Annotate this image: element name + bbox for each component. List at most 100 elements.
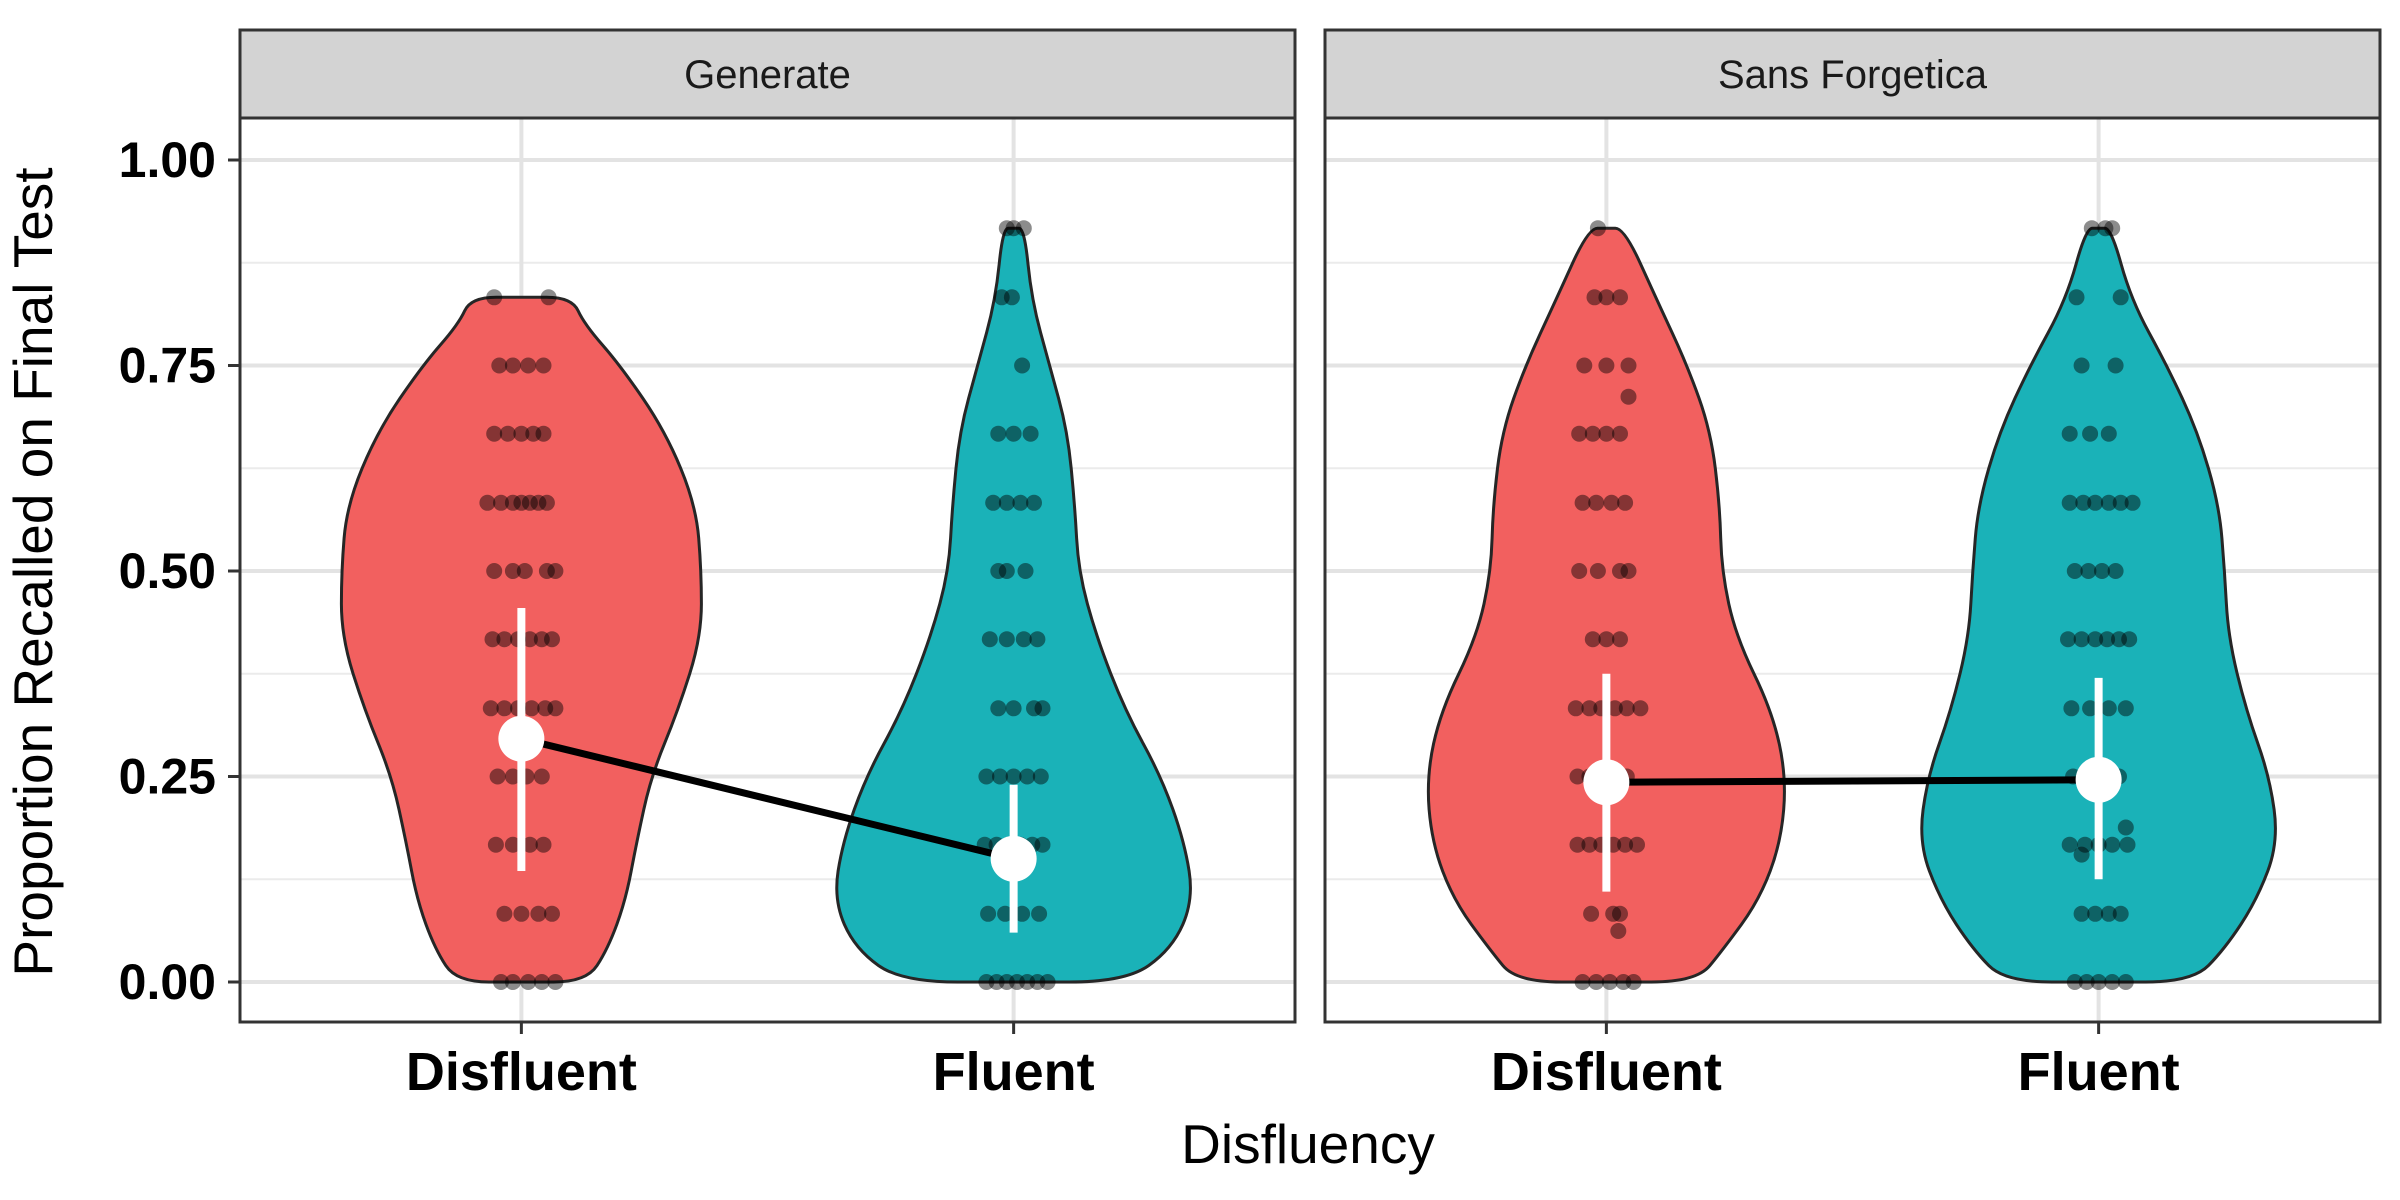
data-point <box>547 700 564 717</box>
data-point <box>533 631 550 648</box>
data-point <box>1569 768 1586 785</box>
data-point <box>2087 631 2104 648</box>
data-point <box>1019 974 1036 990</box>
data-point <box>998 220 1015 237</box>
data-point <box>523 700 540 717</box>
data-point <box>513 905 530 922</box>
data-point <box>1601 974 1618 990</box>
data-point <box>985 494 1002 511</box>
data-point <box>486 563 503 579</box>
data-point <box>544 631 560 648</box>
data-point <box>520 357 537 374</box>
data-point <box>1029 631 1046 648</box>
data-point <box>1005 425 1022 442</box>
data-point <box>1039 974 1056 990</box>
data-point <box>2061 836 2078 853</box>
data-point <box>1632 700 1649 717</box>
data-point <box>489 768 506 785</box>
data-point <box>2075 494 2092 511</box>
data-point <box>1005 700 1022 717</box>
data-point <box>547 974 564 990</box>
data-point <box>544 905 560 922</box>
data-point <box>2068 289 2085 306</box>
data-point <box>1610 923 1627 939</box>
data-point <box>1581 700 1598 717</box>
violin-fluent <box>835 226 1192 984</box>
data-point <box>2073 631 2090 648</box>
data-point <box>1617 494 1634 511</box>
data-point <box>2063 700 2080 717</box>
data-point <box>487 836 504 853</box>
data-point <box>513 425 530 442</box>
data-point <box>486 289 503 306</box>
data-point <box>1589 563 1606 579</box>
data-point <box>504 836 521 853</box>
x-tick-label: Fluent <box>2018 1042 2180 1102</box>
data-point <box>504 357 521 374</box>
data-point <box>533 768 550 785</box>
data-point <box>2100 494 2117 511</box>
data-point <box>538 563 555 579</box>
data-point <box>2087 494 2104 511</box>
data-point <box>1029 974 1046 990</box>
data-point <box>504 494 521 511</box>
data-point <box>1571 425 1588 442</box>
data-point <box>2117 974 2134 990</box>
data-point <box>521 836 538 853</box>
data-point <box>504 768 521 785</box>
data-point <box>1620 388 1637 405</box>
data-point <box>530 905 547 922</box>
data-point <box>1567 700 1584 717</box>
data-point <box>493 974 509 990</box>
data-point <box>2082 425 2099 442</box>
data-point <box>2104 220 2121 237</box>
data-point <box>2073 905 2090 922</box>
data-point <box>1019 768 1036 785</box>
data-point <box>1014 905 1031 922</box>
y-axis: 0.00 0.25 0.50 0.75 1.00 <box>119 132 240 1010</box>
facet-panels: Generate Disfluent Fluent Sans Forgetica Dis… <box>238 28 2382 1102</box>
data-point <box>1022 425 1039 442</box>
data-point <box>2066 563 2083 579</box>
data-point <box>2080 563 2097 579</box>
facet-strip <box>1323 28 2382 120</box>
data-point <box>1026 700 1042 717</box>
data-point <box>1612 425 1628 442</box>
data-point <box>2112 494 2129 511</box>
data-point <box>496 631 513 648</box>
y-tick-label: 0.50 <box>119 543 216 599</box>
data-point <box>537 700 554 717</box>
data-point <box>1620 563 1637 579</box>
y-tick-label: 1.00 <box>119 132 216 188</box>
data-point <box>1574 494 1591 511</box>
data-point <box>1629 836 1645 853</box>
data-point <box>1612 563 1628 579</box>
data-point <box>1598 631 1615 648</box>
data-point <box>1581 836 1598 853</box>
data-point <box>1569 836 1586 853</box>
mean-point <box>2075 756 2122 803</box>
data-point <box>1620 357 1637 374</box>
data-point <box>990 700 1007 717</box>
data-point <box>2112 905 2129 922</box>
data-point <box>1625 974 1642 990</box>
data-point <box>486 425 503 442</box>
data-point <box>1618 700 1635 717</box>
y-tick-label: 0.00 <box>119 954 216 1010</box>
data-point <box>980 905 997 922</box>
data-point <box>1005 220 1022 237</box>
data-point <box>997 905 1014 922</box>
data-point <box>988 974 1005 990</box>
data-point <box>1603 494 1620 511</box>
data-point <box>2082 700 2099 717</box>
facet-strip-label: Sans Forgetica <box>1718 53 1988 97</box>
x-axis-title: Disfluency <box>1181 1113 1435 1175</box>
data-point <box>1574 974 1591 990</box>
data-point <box>482 700 499 717</box>
data-point <box>1584 631 1601 648</box>
data-point <box>2107 357 2124 374</box>
data-point <box>2117 700 2134 717</box>
data-point <box>2100 905 2117 922</box>
data-point <box>1015 220 1032 237</box>
data-point <box>1026 494 1042 511</box>
